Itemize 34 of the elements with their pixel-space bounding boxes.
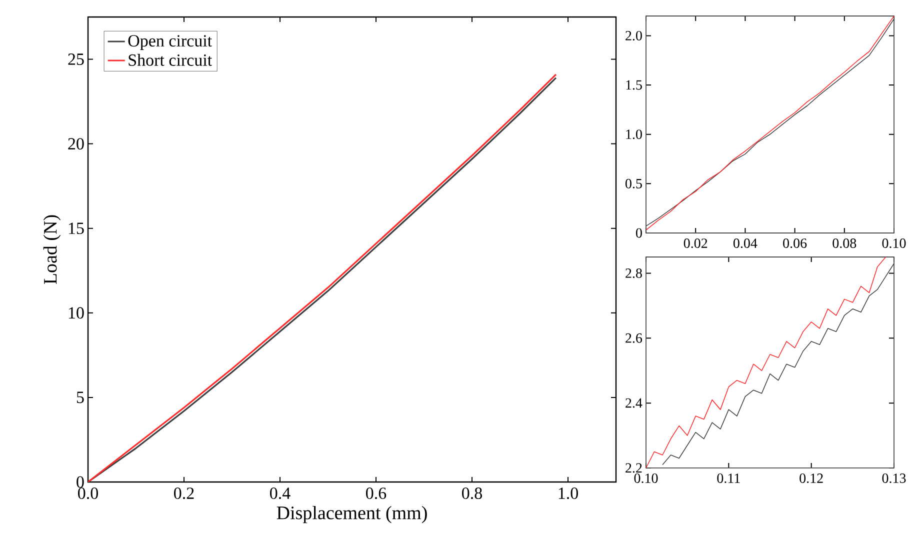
y-tick-label: 2.4 (626, 398, 642, 408)
x-tick-label: 0.4 (270, 488, 290, 500)
x-tick-label: 0.02 (684, 238, 708, 248)
x-tick-label: 0.2 (174, 488, 194, 500)
y-tick-label: 2.8 (626, 268, 642, 278)
y-tick-label: 15 (68, 222, 84, 234)
y-tick-label: 5 (76, 392, 84, 404)
x-tick-label: 0.6 (366, 488, 386, 500)
y-tick-label: 1.5 (626, 80, 642, 90)
x-tick-label: 0.06 (783, 238, 807, 248)
y-tick-label: 2.6 (626, 333, 642, 343)
legend-label: Short circuit (128, 54, 212, 66)
x-tick-label: 0.08 (832, 238, 856, 248)
y-tick-label: 1.0 (626, 130, 642, 140)
y-tick-label: 0 (76, 476, 84, 488)
x-tick-label: 0.10 (634, 474, 658, 484)
x-tick-label: 0.13 (882, 474, 906, 484)
y-tick-label: 20 (68, 138, 84, 150)
y-tick-label: 0 (636, 228, 642, 238)
x-tick-label: 0.0 (78, 488, 98, 500)
x-tick-label: 1.0 (558, 488, 578, 500)
y-axis-title: Load (N) (43, 215, 61, 284)
x-tick-label: 0.8 (462, 488, 482, 500)
x-tick-label: 0.12 (800, 474, 823, 484)
x-tick-label: 0.10 (882, 238, 906, 248)
y-tick-label: 10 (68, 307, 84, 319)
y-tick-label: 2.0 (626, 30, 642, 40)
y-tick-label: 0.5 (626, 178, 642, 188)
y-tick-label: 25 (68, 54, 84, 65)
x-axis-title: Displacement (mm) (276, 506, 427, 524)
x-tick-label: 0.11 (717, 474, 740, 484)
x-tick-label: 0.04 (733, 238, 758, 248)
y-tick-label: 2.2 (626, 463, 642, 473)
legend-label: Open circuit (128, 35, 212, 50)
